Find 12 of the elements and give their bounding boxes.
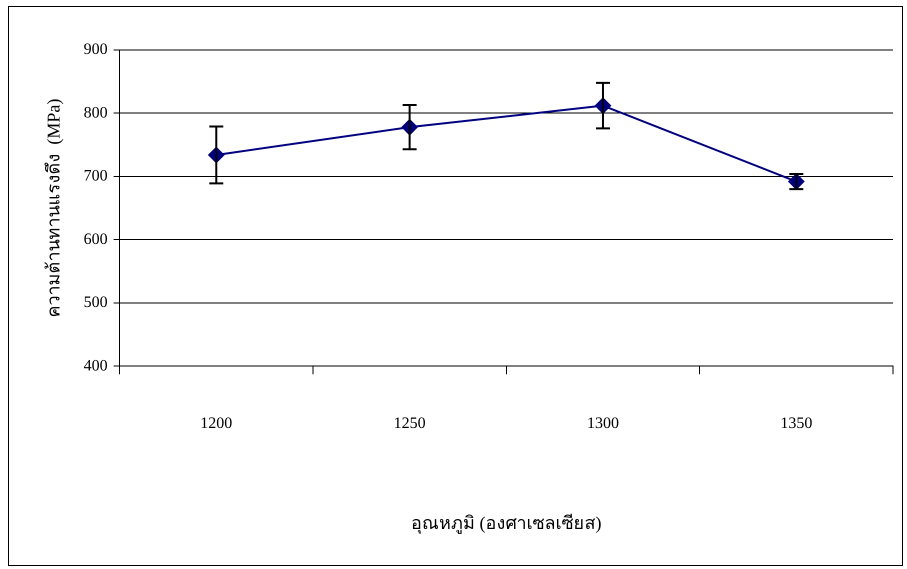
- x-tick-label: 1300: [586, 415, 619, 432]
- y-tick-label: 600: [84, 230, 108, 248]
- y-tick-label: 700: [84, 168, 108, 185]
- x-tick-label: 1350: [780, 415, 812, 432]
- y-tick-label: 900: [84, 41, 108, 58]
- x-tick-label: 1250: [394, 415, 426, 432]
- y-tick-label: 800: [84, 104, 108, 122]
- x-axis-title: อุณหภูมิ (องศาเซลเซียส): [411, 512, 602, 534]
- y-axis-title: ความต้านทานแรงดึง (MPa): [44, 98, 64, 318]
- y-tick-label: 500: [84, 294, 108, 312]
- y-tick-label: 400: [84, 357, 108, 374]
- x-tick-label: 1200: [200, 415, 232, 432]
